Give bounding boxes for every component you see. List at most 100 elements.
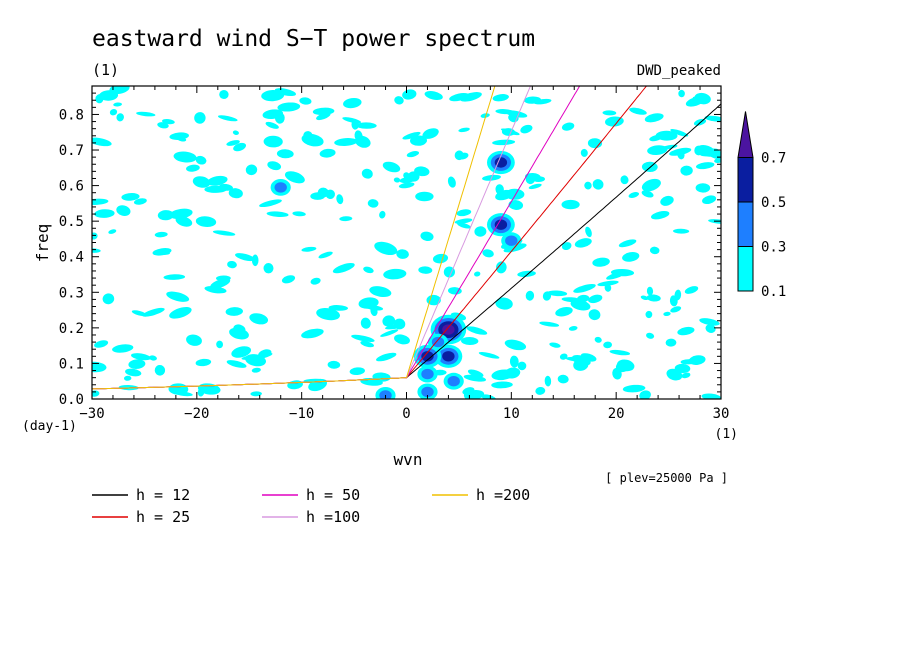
contour-peak: [442, 324, 455, 335]
contour-patch: [274, 88, 296, 97]
contour-patch: [670, 306, 682, 313]
contour-patch: [108, 229, 117, 234]
contour-patch: [533, 98, 552, 105]
y-axis-unit: (day-1): [22, 419, 77, 434]
contour-patch: [592, 179, 604, 190]
contour-patch: [492, 139, 516, 146]
contour-patch: [680, 359, 697, 365]
contour-patch: [128, 359, 146, 369]
contour-patch: [363, 266, 374, 274]
contour-patch: [92, 232, 98, 240]
contour-patch: [92, 137, 112, 147]
contour-patch: [112, 344, 134, 353]
contour-patch: [250, 391, 262, 397]
contour-patch: [263, 135, 283, 148]
contour-patch: [376, 352, 397, 362]
contour-patch: [367, 199, 379, 208]
contour-patch: [616, 359, 635, 372]
contour-layer: [92, 86, 721, 399]
contour-patch: [102, 293, 115, 305]
colorbar-segment: [737, 201, 754, 247]
contour-patch: [454, 218, 473, 224]
contour-patch: [354, 130, 363, 142]
contour-patch: [594, 336, 602, 343]
legend-label: h =100: [306, 508, 360, 526]
contour-patch: [394, 334, 410, 345]
contour-patch: [94, 209, 115, 218]
contour-patch: [336, 194, 344, 205]
contour-patch: [448, 287, 462, 295]
level-note: [ plev=25000 Pa ]: [605, 471, 728, 485]
contour-patch: [194, 112, 206, 124]
y-tick-label: 0.8: [59, 107, 84, 123]
contour-patch: [402, 89, 417, 100]
contour-patch: [466, 326, 488, 335]
contour-patch: [382, 315, 396, 327]
title-unit: (1): [92, 61, 119, 79]
contour-patch: [218, 115, 238, 122]
contour-patch: [284, 171, 305, 184]
contour-patch: [549, 342, 561, 348]
contour-patch: [169, 208, 193, 219]
legend: h = 12 h = 25 h = 50 h =100 h =200: [92, 486, 530, 526]
contour-patch: [142, 307, 165, 317]
contour-patch: [360, 317, 371, 329]
contour-patch: [694, 145, 703, 156]
contour-patch: [195, 216, 217, 227]
contour-patch: [422, 128, 439, 139]
contour-patch: [379, 210, 386, 219]
y-tick-label: 0.1: [59, 356, 84, 372]
contour-patch: [584, 181, 592, 190]
contour-patch: [705, 324, 716, 334]
contour-patch: [343, 97, 362, 109]
contour-patch: [195, 358, 212, 367]
contour-patch: [216, 340, 224, 349]
contour-patch: [646, 332, 655, 339]
contour-patch: [349, 367, 365, 376]
colorbar-label: 0.1: [761, 284, 786, 300]
contour-patch: [370, 306, 378, 317]
contour-patch: [207, 175, 228, 186]
contour-patch: [186, 164, 200, 172]
contour-patch: [622, 384, 646, 393]
contour-patch: [646, 286, 654, 296]
contour-patch: [263, 263, 274, 274]
x-tick-label: −30: [79, 406, 104, 422]
contour-patch: [480, 113, 490, 118]
contour-patch: [328, 305, 348, 311]
contour-patch: [393, 177, 401, 183]
contour-patch: [361, 168, 373, 179]
y-axis-label: freq: [33, 224, 52, 263]
x-axis-unit: (1): [715, 427, 738, 442]
contour-peak: [442, 351, 455, 362]
contour-patch: [235, 253, 255, 262]
contour-patch: [641, 190, 654, 198]
contour-patch: [169, 306, 192, 319]
contour-peak: [447, 376, 460, 387]
contour-peak: [379, 390, 392, 399]
contour-patch: [680, 165, 693, 176]
contour-patch: [380, 329, 399, 337]
contour-patch: [232, 130, 239, 135]
contour-patch: [310, 277, 321, 285]
contour-patch: [628, 192, 640, 198]
y-tick-label: 0.0: [59, 392, 84, 408]
contour-patch: [588, 309, 601, 321]
contour-peak: [505, 235, 518, 246]
contour-patch: [228, 188, 243, 199]
contour-patch: [226, 360, 247, 368]
contour-patch: [424, 90, 443, 101]
contour-patch: [339, 216, 353, 222]
contour-patch: [210, 278, 231, 289]
contour-patch: [457, 222, 471, 229]
colorbar-label: 0.7: [761, 151, 786, 167]
contour-patch: [495, 261, 507, 274]
contour-patch: [629, 107, 647, 115]
contour-patch: [233, 324, 246, 334]
contour-patch: [396, 249, 409, 259]
contour-patch: [148, 355, 157, 361]
contour-patch: [251, 254, 259, 267]
x-tick-label: −20: [184, 406, 209, 422]
contour-patch: [459, 92, 482, 102]
